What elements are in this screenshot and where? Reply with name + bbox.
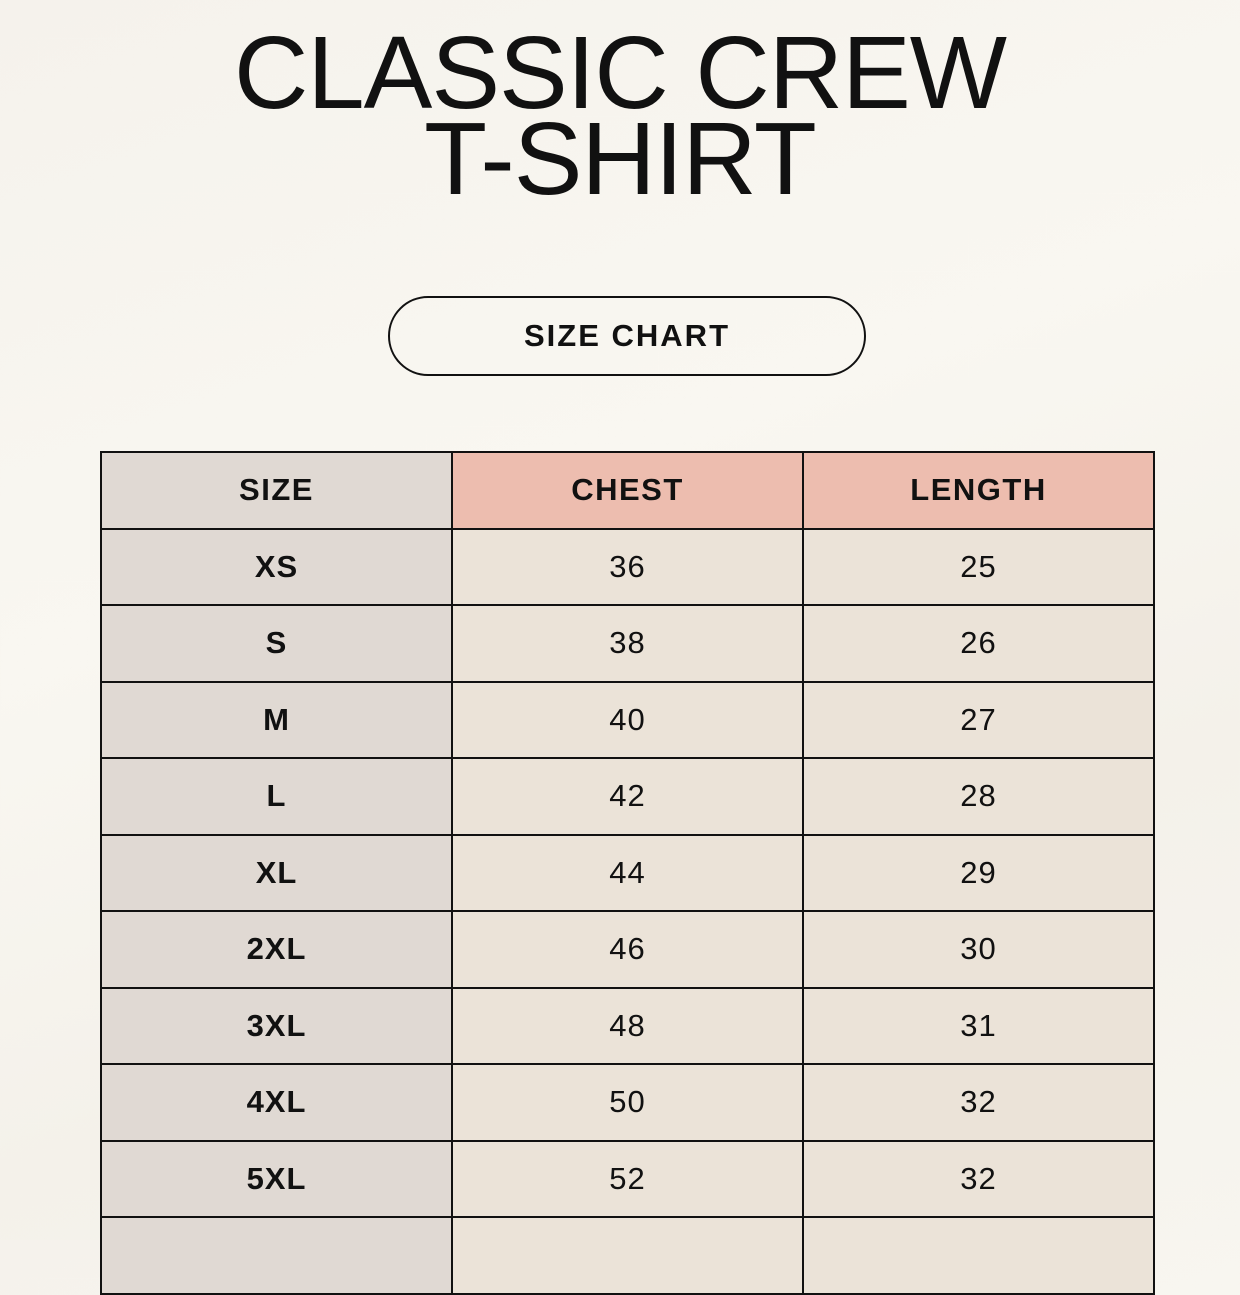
cell-chest: 36 [451,527,804,606]
table-row: 5XL 52 32 [100,1139,1155,1218]
table-header-row: SIZE CHEST LENGTH [100,451,1155,530]
cell-length: 29 [802,833,1155,912]
cell-size: M [100,680,453,759]
size-chart-badge: SIZE CHART [388,296,866,376]
cell-size: 3XL [100,986,453,1065]
cell-length [802,1216,1155,1295]
cell-length: 32 [802,1139,1155,1218]
page-title: CLASSIC CREW T-SHIRT [0,15,1240,216]
cell-size [100,1216,453,1295]
title-line-2: T-SHIRT [424,101,817,216]
header-size: SIZE [100,451,453,530]
table-row: XL 44 29 [100,833,1155,912]
cell-chest: 42 [451,757,804,836]
table-row: 4XL 50 32 [100,1063,1155,1142]
cell-chest: 40 [451,680,804,759]
title-line-1: CLASSIC CREW [233,15,1007,130]
table-row: S 38 26 [100,604,1155,683]
cell-size: L [100,757,453,836]
cell-length: 28 [802,757,1155,836]
cell-size: 2XL [100,910,453,989]
cell-chest: 44 [451,833,804,912]
cell-chest [451,1216,804,1295]
cell-size: XL [100,833,453,912]
cell-chest: 38 [451,604,804,683]
cell-chest: 52 [451,1139,804,1218]
table-row: XS 36 25 [100,527,1155,606]
cell-length: 26 [802,604,1155,683]
table-row: 2XL 46 30 [100,910,1155,989]
size-table: SIZE CHEST LENGTH XS 36 25 S 38 26 M 40 27 L 42 28 X… [100,451,1155,1295]
cell-chest: 50 [451,1063,804,1142]
cell-length: 27 [802,680,1155,759]
cell-size: 4XL [100,1063,453,1142]
cell-length: 31 [802,986,1155,1065]
table-row: L 42 28 [100,757,1155,836]
cell-chest: 48 [451,986,804,1065]
header-length: LENGTH [802,451,1155,530]
cell-size: S [100,604,453,683]
cell-length: 32 [802,1063,1155,1142]
table-row: M 40 27 [100,680,1155,759]
cell-size: 5XL [100,1139,453,1218]
header-chest: CHEST [451,451,804,530]
cell-length: 30 [802,910,1155,989]
cell-chest: 46 [451,910,804,989]
table-row: 3XL 48 31 [100,986,1155,1065]
table-row [100,1216,1155,1295]
cell-size: XS [100,527,453,606]
cell-length: 25 [802,527,1155,606]
